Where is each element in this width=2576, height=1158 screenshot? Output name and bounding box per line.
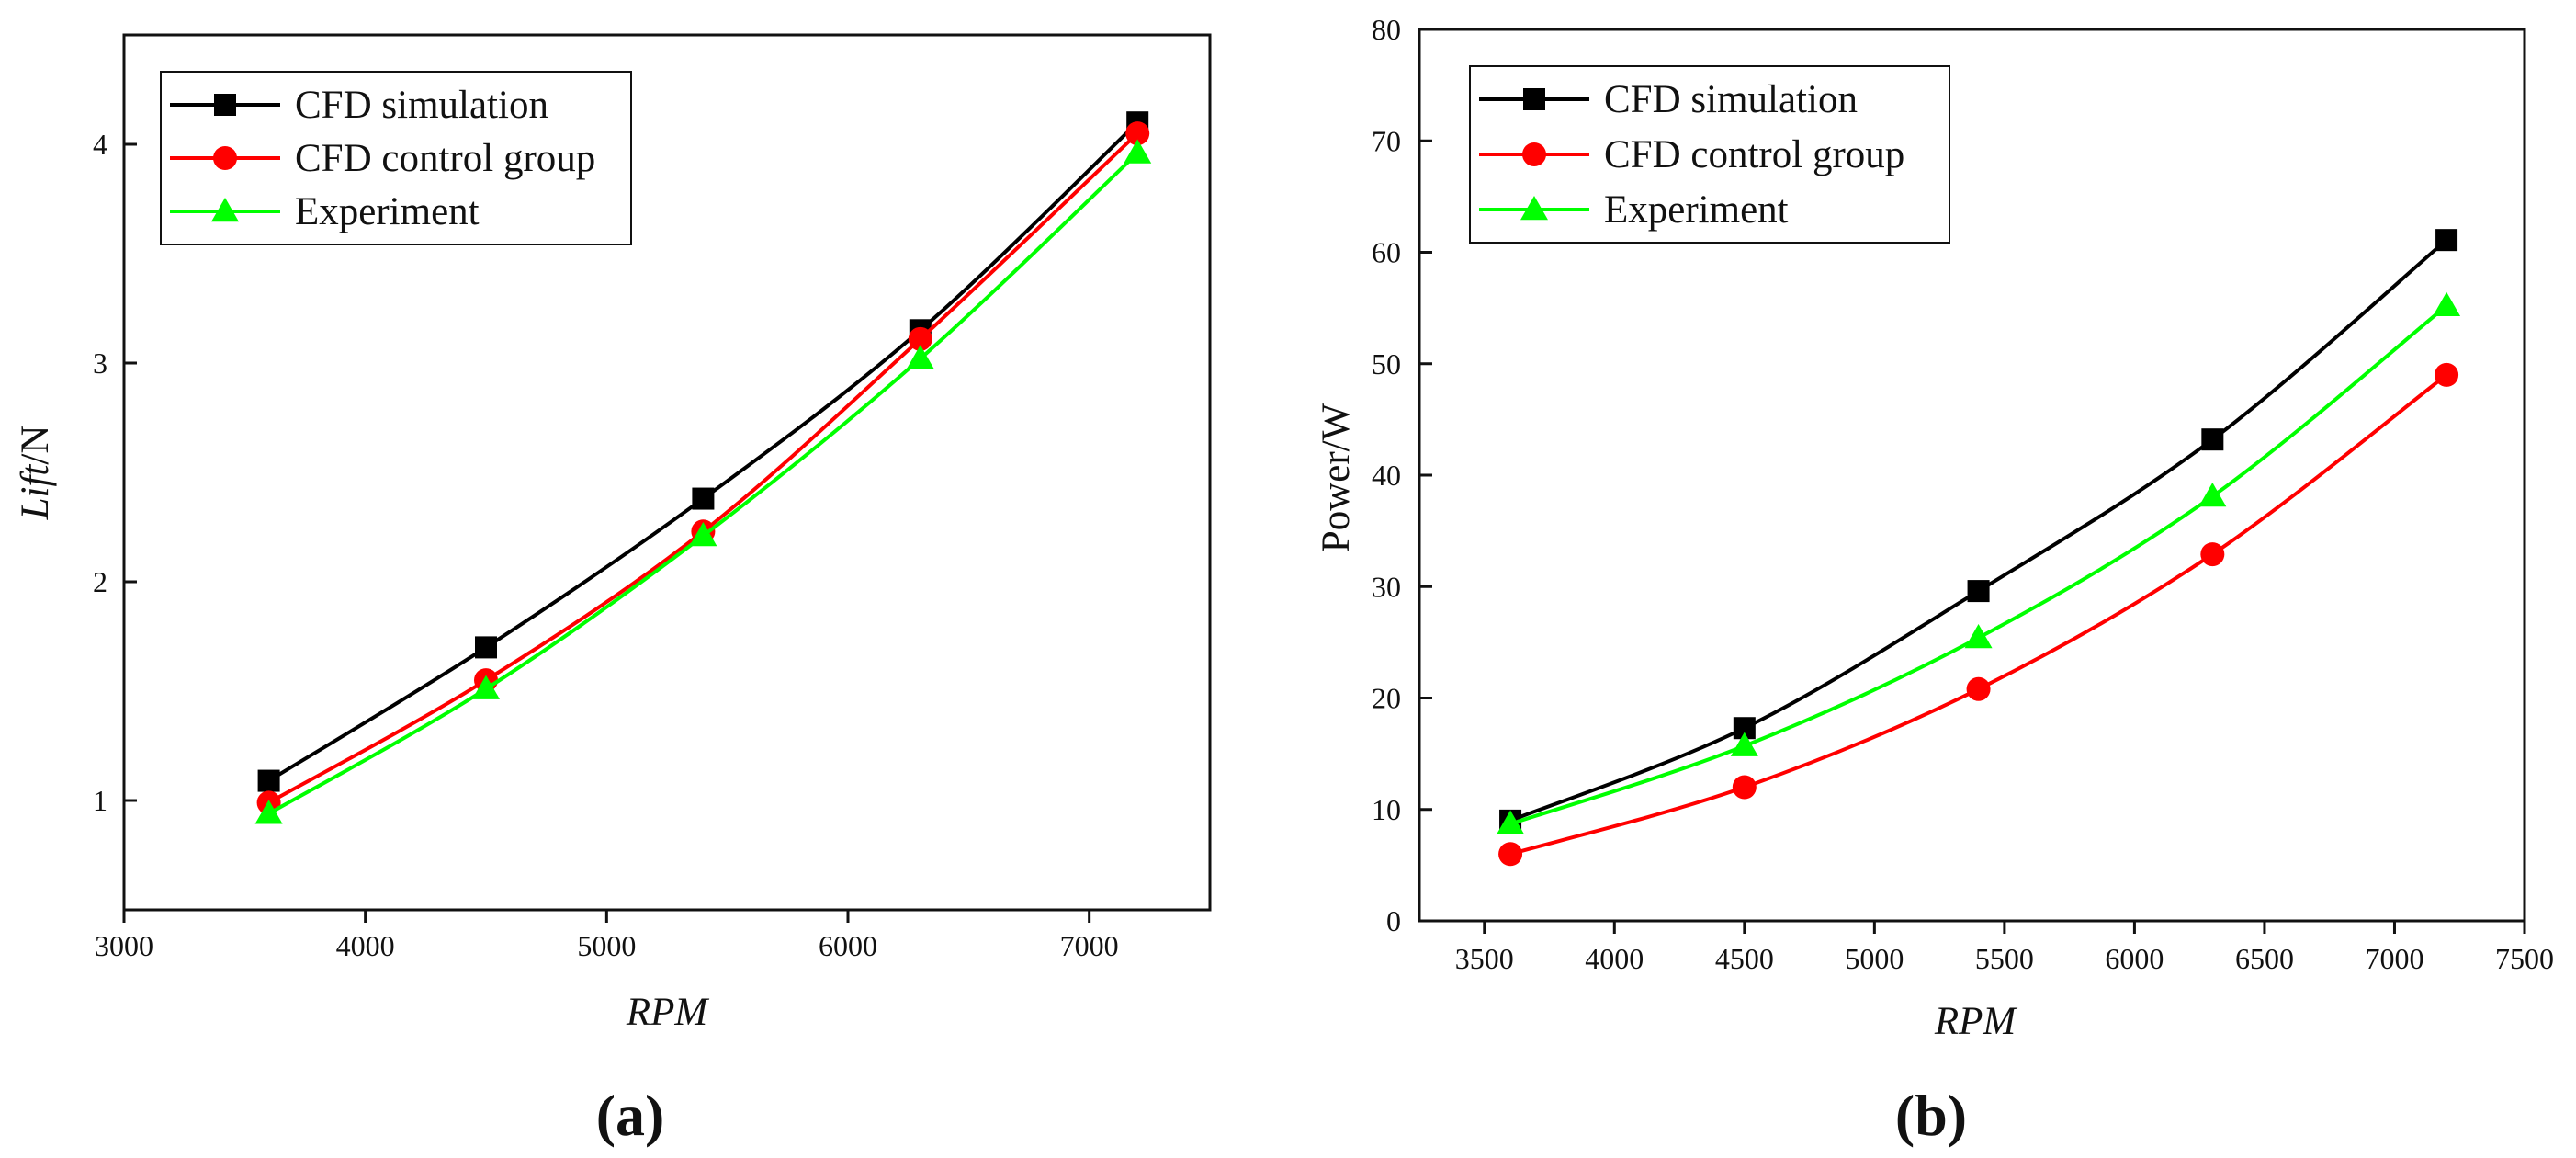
y-axis-a: 1 2 3 4 — [93, 128, 137, 817]
data-point-experiment — [2433, 291, 2461, 316]
legend-a: CFD simulation CFD control group Experimen… — [160, 71, 632, 245]
x-tick-label: 5000 — [577, 929, 636, 962]
x-tick-label: 3500 — [1455, 942, 1514, 975]
y-tick-label: 1 — [93, 784, 107, 817]
x-tick-label: 7500 — [2495, 942, 2554, 975]
data-point-cfd-control-group — [1732, 775, 1757, 800]
y-tick-label: 0 — [1386, 904, 1401, 937]
y-axis-label-a-rest: /N — [14, 426, 57, 465]
y-tick-label: 70 — [1372, 124, 1401, 157]
series-layer-b — [1497, 229, 2461, 867]
data-point-cfd-control-group — [2435, 362, 2459, 387]
y-tick-label: 50 — [1372, 347, 1401, 380]
panel-label-b: (b) — [1895, 1083, 1967, 1148]
legend-marker-experiment — [211, 198, 239, 222]
plot-frame-a — [122, 33, 1212, 912]
x-tick-label: 4500 — [1715, 942, 1774, 975]
data-point-experiment — [472, 675, 500, 699]
y-tick-label: 80 — [1372, 13, 1401, 46]
y-tick-label: 2 — [93, 565, 107, 598]
data-point-cfd-control-group — [1966, 676, 1991, 701]
x-tick-label: 6000 — [819, 929, 877, 962]
data-point-experiment — [906, 345, 934, 369]
data-point-experiment — [254, 800, 283, 824]
legend-label-cfd-control-group: CFD control group — [1604, 133, 1904, 176]
legend-label-experiment: Experiment — [1604, 188, 1789, 232]
y-axis-label-a: Lift/N — [14, 426, 57, 521]
x-tick-label: 5500 — [1975, 942, 2034, 975]
legend-marker-cfd-control-group — [213, 146, 237, 170]
series-line-cfd-simulation — [1508, 238, 2449, 823]
data-point-cfd-simulation — [2201, 428, 2224, 451]
data-point-experiment — [1497, 810, 1525, 834]
x-tick-label: 6000 — [2105, 942, 2164, 975]
y-tick-label: 10 — [1372, 793, 1401, 826]
y-tick-label: 4 — [93, 128, 107, 161]
legend-label-experiment: Experiment — [295, 190, 480, 233]
data-point-cfd-simulation — [692, 487, 715, 510]
x-tick-label: 5000 — [1845, 942, 1904, 975]
x-tick-label: 6500 — [2235, 942, 2294, 975]
data-point-cfd-control-group — [1125, 121, 1150, 146]
data-point-experiment — [1964, 624, 1993, 649]
x-tick-label: 7000 — [1060, 929, 1119, 962]
legend-marker-cfd-control-group — [1522, 142, 1546, 166]
x-axis-label-a: RPM — [626, 991, 710, 1034]
data-point-cfd-simulation — [1967, 580, 1990, 603]
x-axis-label-b: RPM — [1934, 1000, 2018, 1043]
chart-panel-b: 0 10 20 30 40 50 60 70 80 3500 4000 4500 5000 5500 60… — [1315, 13, 2554, 1148]
series-line-experiment — [1508, 303, 2449, 826]
x-tick-label: 4000 — [1585, 942, 1644, 975]
x-tick-label: 7000 — [2365, 942, 2423, 975]
y-axis-label-b: Power/W — [1315, 403, 1358, 552]
data-point-experiment — [1730, 732, 1758, 756]
y-tick-label: 3 — [93, 346, 107, 380]
y-tick-label: 40 — [1372, 459, 1401, 492]
x-axis-b: 3500 4000 4500 5000 5500 6000 6500 7000 7500 — [1455, 921, 2554, 975]
y-tick-label: 30 — [1372, 570, 1401, 603]
legend-label-cfd-control-group: CFD control group — [295, 137, 595, 180]
data-point-cfd-simulation — [257, 769, 280, 792]
x-axis-a: 3000 4000 5000 6000 7000 — [95, 910, 1119, 962]
data-point-cfd-control-group — [2200, 542, 2225, 567]
x-tick-label: 3000 — [95, 929, 153, 962]
x-tick-label: 4000 — [336, 929, 395, 962]
data-point-experiment — [2198, 482, 2227, 507]
y-axis-label-a-italic: Lift — [14, 464, 57, 521]
legend-label-cfd-simulation: CFD simulation — [1604, 78, 1858, 121]
legend-label-cfd-simulation: CFD simulation — [295, 84, 548, 127]
legend-b: CFD simulation CFD control group Experimen… — [1469, 65, 1950, 244]
series-layer-a — [254, 111, 1152, 824]
legend-entries-a: CFD simulation CFD control group Experimen… — [170, 84, 595, 233]
data-point-cfd-control-group — [908, 326, 932, 351]
data-point-experiment — [1124, 139, 1152, 164]
data-point-cfd-control-group — [1498, 842, 1523, 867]
y-axis-b: 0 10 20 30 40 50 60 70 80 — [1372, 13, 1432, 937]
legend-marker-experiment — [1520, 196, 1548, 221]
chart-panel-a: 1 2 3 4 3000 4000 5000 6000 7000 RPM Lift/N CFD… — [14, 33, 1212, 1148]
series-line-cfd-control-group — [1508, 372, 2449, 857]
y-tick-label: 60 — [1372, 236, 1401, 269]
data-point-cfd-simulation — [2435, 229, 2458, 252]
legend-entries-b: CFD simulation CFD control group Experimen… — [1479, 78, 1904, 232]
panel-label-a: (a) — [596, 1083, 665, 1148]
legend-marker-cfd-simulation — [1523, 88, 1545, 110]
legend-marker-cfd-simulation — [214, 94, 236, 116]
data-point-cfd-simulation — [475, 636, 497, 659]
y-tick-label: 20 — [1372, 682, 1401, 715]
y-axis-label-b-rest: Power/W — [1315, 403, 1358, 552]
data-point-experiment — [689, 522, 717, 547]
